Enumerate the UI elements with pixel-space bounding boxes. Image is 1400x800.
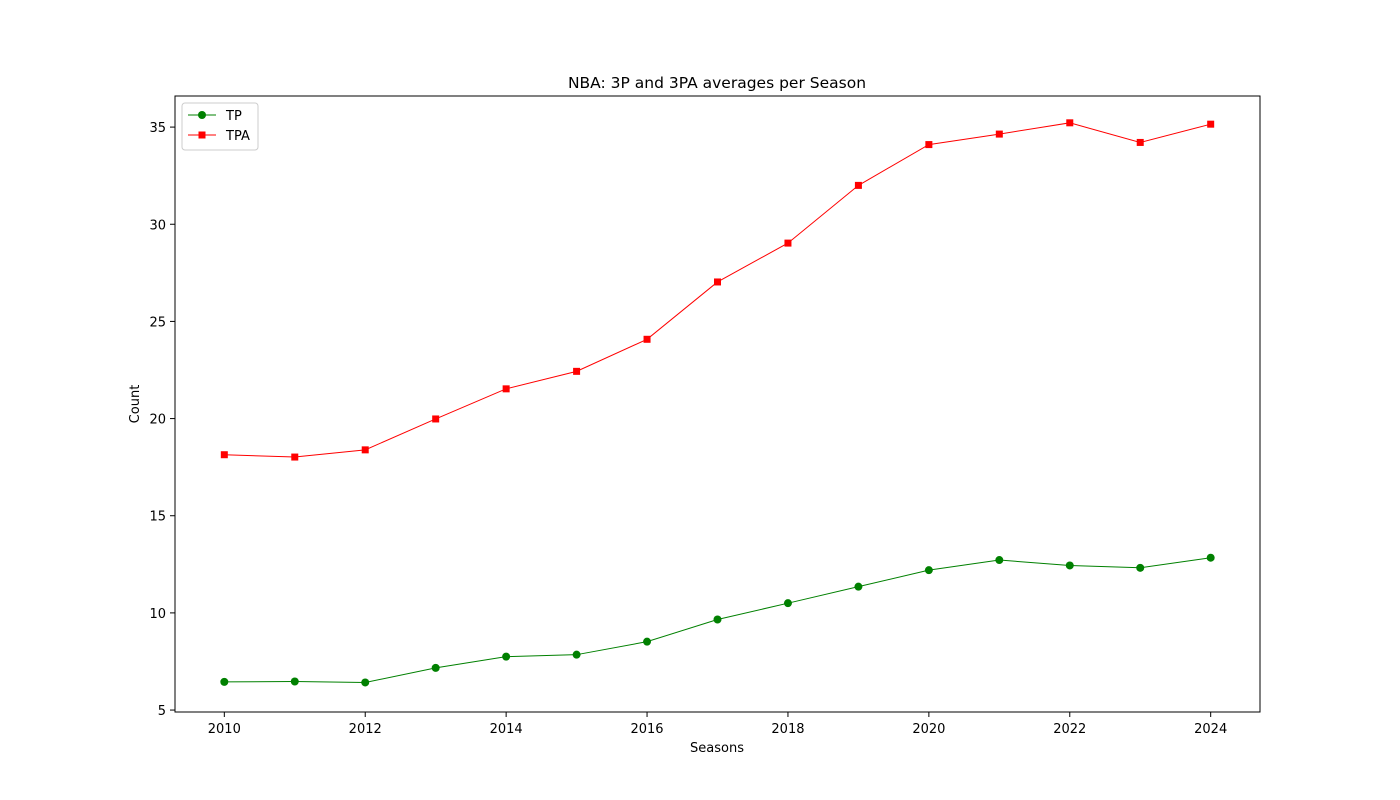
legend: TP TPA <box>181 102 259 151</box>
y-tick-label: 15 <box>149 510 166 525</box>
y-axis-label: Count <box>128 385 143 424</box>
x-tick-label: 2014 <box>490 722 523 737</box>
y-tick-label: 30 <box>149 218 166 233</box>
series-tpa <box>220 119 1215 461</box>
data-point-tpa <box>1066 119 1074 127</box>
data-point-tpa <box>1136 138 1144 146</box>
series-tp <box>220 553 1215 687</box>
data-point-tp <box>1206 553 1215 562</box>
x-tick-label: 2016 <box>630 722 663 737</box>
data-point-tpa <box>573 367 581 375</box>
y-tick-label: 35 <box>149 121 166 136</box>
x-tick-label: 2020 <box>912 722 945 737</box>
data-point-tpa <box>854 181 862 189</box>
x-axis-label: Seasons <box>690 741 744 756</box>
data-point-tpa <box>925 141 933 149</box>
data-point-tpa <box>1207 120 1215 128</box>
data-point-tpa <box>502 385 510 393</box>
data-point-tpa <box>784 239 792 247</box>
data-point-tp <box>290 677 299 686</box>
data-point-tp <box>1136 563 1145 572</box>
data-point-tp <box>1065 561 1074 570</box>
x-tick-label: 2010 <box>208 722 241 737</box>
data-point-tp <box>361 678 370 687</box>
data-point-tpa <box>643 335 651 343</box>
y-tick-label: 20 <box>149 413 166 428</box>
data-point-tp <box>713 615 722 624</box>
y-tick-label: 25 <box>149 315 166 330</box>
data-point-tpa <box>714 278 721 286</box>
data-point-tpa <box>432 415 440 423</box>
data-point-tp <box>431 663 440 672</box>
y-tick-label: 10 <box>149 607 166 622</box>
x-tick-label: 2018 <box>771 722 804 737</box>
x-tick-label: 2024 <box>1194 722 1227 737</box>
data-point-tpa <box>291 453 299 461</box>
x-tick-label: 2012 <box>349 722 382 737</box>
data-point-tp <box>995 556 1004 565</box>
data-point-tp <box>502 652 511 661</box>
data-point-tp <box>783 599 792 608</box>
legend-marker-tpa <box>198 131 206 139</box>
legend-label-tpa: TPA <box>225 129 250 144</box>
data-point-tp <box>854 582 863 591</box>
data-point-tp <box>220 677 229 686</box>
legend-marker-tp <box>198 111 206 119</box>
data-point-tp <box>924 566 933 575</box>
data-point-tpa <box>995 130 1003 138</box>
data-point-tpa <box>220 451 228 459</box>
axes-frame <box>174 95 1261 713</box>
data-point-tp <box>643 637 652 646</box>
y-tick-label: 5 <box>158 704 166 719</box>
data-point-tpa <box>361 446 369 454</box>
data-point-tp <box>572 650 581 659</box>
legend-label-tp: TP <box>225 109 242 124</box>
chart-title: NBA: 3P and 3PA averages per Season <box>568 74 866 92</box>
plot-area: 2010 2012 2014 2016 2018 2020 2022 2024 5 10 15 20 2… <box>149 95 1261 737</box>
x-tick-label: 2022 <box>1053 722 1086 737</box>
